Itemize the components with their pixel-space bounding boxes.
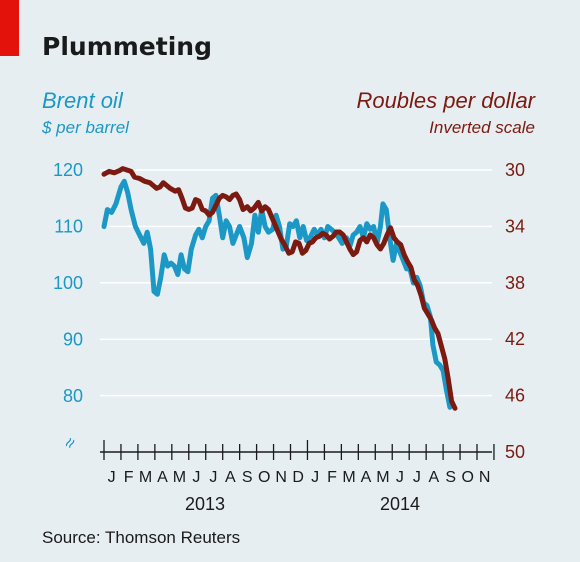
right-tick-label: 46 xyxy=(505,386,525,406)
month-label: J xyxy=(311,469,319,486)
month-label: J xyxy=(108,469,116,486)
series-line-brent-oil xyxy=(101,178,453,410)
month-label: N xyxy=(275,469,287,486)
month-label: J xyxy=(396,469,404,486)
left-tick-label: 100 xyxy=(53,273,83,293)
month-label: A xyxy=(225,469,236,486)
series-line-roubles-per-dollar xyxy=(101,166,458,411)
right-axis-unit: Inverted scale xyxy=(429,118,535,137)
right-tick-label: 34 xyxy=(505,216,525,236)
series-lines xyxy=(101,166,458,411)
right-tick-label: 38 xyxy=(505,273,525,293)
month-label: F xyxy=(327,469,337,486)
month-label: F xyxy=(124,469,134,486)
month-label: O xyxy=(258,469,270,486)
month-label: O xyxy=(461,469,473,486)
month-label: N xyxy=(479,469,491,486)
left-axis-ticks: 120 110 100 90 80 xyxy=(53,160,83,406)
right-axis-label: Roubles per dollar xyxy=(356,88,536,113)
month-label: J xyxy=(192,469,200,486)
month-label: S xyxy=(242,469,253,486)
left-axis-unit: $ per barrel xyxy=(41,118,130,137)
month-label: D xyxy=(292,469,304,486)
month-label: S xyxy=(445,469,456,486)
right-axis-ticks: 30 34 38 42 46 50 xyxy=(505,160,525,462)
year-label-2013: 2013 xyxy=(185,494,225,514)
gridlines xyxy=(100,169,492,397)
left-tick-label: 120 xyxy=(53,160,83,180)
left-tick-label: 110 xyxy=(54,217,83,237)
month-label: M xyxy=(139,469,152,486)
right-tick-label: 30 xyxy=(505,160,525,180)
year-label-2014: 2014 xyxy=(380,494,420,514)
month-label: J xyxy=(209,469,217,486)
chart-title: Plummeting xyxy=(42,32,212,61)
month-label: A xyxy=(157,469,168,486)
x-axis-ticks xyxy=(103,440,495,460)
right-tick-label: 50 xyxy=(505,442,525,462)
axis-break-symbol: ≈ xyxy=(59,434,81,453)
brand-tag xyxy=(0,0,19,56)
month-label: M xyxy=(376,469,389,486)
month-label: J xyxy=(413,469,421,486)
month-label: M xyxy=(173,469,186,486)
left-tick-label: 90 xyxy=(63,330,83,350)
month-label: M xyxy=(342,469,355,486)
left-axis-label: Brent oil xyxy=(42,88,124,113)
month-label: A xyxy=(361,469,372,486)
month-label: A xyxy=(428,469,439,486)
source-note: Source: Thomson Reuters xyxy=(42,528,240,547)
right-tick-label: 42 xyxy=(505,329,525,349)
left-tick-label: 80 xyxy=(63,386,83,406)
